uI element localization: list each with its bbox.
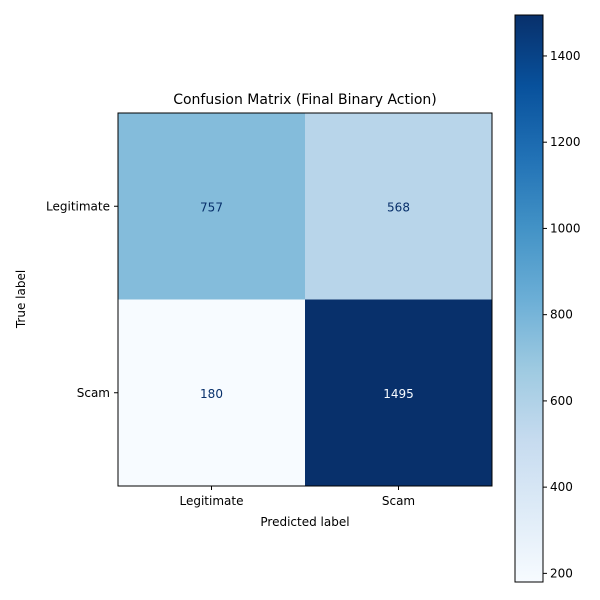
cell-1-0: [118, 299, 305, 486]
cell-0-0: [118, 113, 305, 300]
x-tick-label: Scam: [382, 494, 415, 508]
colorbar: [514, 14, 544, 583]
x-axis-label: Predicted label: [260, 515, 349, 529]
x-axis: Legitimate Scam: [180, 486, 415, 508]
colorbar-tick-label: 1200: [550, 135, 581, 149]
colorbar-ticks: 200 400 600 800 1000 1200 1400: [543, 49, 581, 580]
y-tick-label: Scam: [77, 386, 110, 400]
cell-value-1-0: 180: [200, 387, 223, 401]
cell-value-0-0: 757: [200, 200, 223, 214]
colorbar-tick-label: 1000: [550, 221, 581, 235]
colorbar-tick-label: 400: [550, 480, 573, 494]
matrix-cell-labels: 757 568 180 1495: [200, 200, 414, 401]
y-axis-label: True label: [14, 270, 28, 329]
cell-1-1: [305, 299, 492, 486]
x-tick-label: Legitimate: [180, 494, 244, 508]
y-axis: Legitimate Scam: [46, 199, 118, 400]
cell-value-1-1: 1495: [383, 387, 414, 401]
colorbar-tick-label: 600: [550, 394, 573, 408]
colorbar-tick-label: 200: [550, 566, 573, 580]
cell-value-0-1: 568: [387, 200, 410, 214]
cell-0-1: [305, 113, 492, 300]
matrix-cells: [118, 113, 492, 486]
chart-title: Confusion Matrix (Final Binary Action): [173, 92, 437, 108]
colorbar-tick-label: 800: [550, 308, 573, 322]
y-tick-label: Legitimate: [46, 199, 110, 213]
matrix-frame: [117, 112, 493, 487]
colorbar-tick-label: 1400: [550, 49, 581, 63]
